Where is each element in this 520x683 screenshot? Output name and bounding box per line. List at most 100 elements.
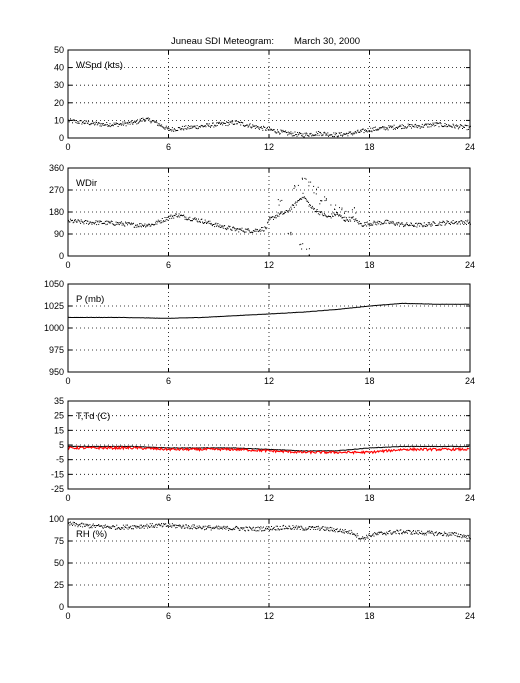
data-point: [173, 214, 175, 216]
data-point: [319, 203, 321, 205]
data-point: [254, 127, 256, 129]
data-point: [202, 125, 203, 127]
data-point: [143, 224, 145, 226]
data-point: [444, 224, 446, 226]
data-point: [189, 216, 191, 218]
data-point: [245, 526, 247, 528]
data-point: [236, 123, 238, 125]
data-point: [76, 221, 78, 223]
data-point: [174, 129, 176, 131]
data-point: [251, 126, 253, 128]
data-point: [395, 531, 396, 533]
data-point: [332, 135, 333, 137]
data-point: [103, 223, 105, 224]
data-point: [296, 201, 298, 203]
data-point: [237, 228, 239, 230]
data-point: [131, 528, 133, 530]
data-point: [172, 525, 174, 527]
data-point: [129, 223, 131, 225]
data-point: [458, 221, 460, 223]
data-point: [458, 127, 460, 129]
data-point: [166, 525, 168, 527]
y-tick-label: 180: [49, 207, 64, 217]
data-point: [81, 522, 83, 524]
data-point: [184, 218, 186, 220]
data-point: [346, 531, 348, 532]
data-point: [222, 528, 224, 530]
data-point: [144, 223, 146, 225]
data-point: [246, 526, 248, 528]
data-point: [147, 525, 149, 527]
data-point: [361, 225, 363, 227]
data-point: [281, 130, 283, 132]
data-point: [104, 526, 106, 528]
data-point: [215, 527, 217, 529]
data-point: [185, 218, 187, 220]
data-point: [167, 128, 169, 130]
data-point: [136, 527, 138, 529]
data-point: [118, 224, 120, 226]
data-point: [415, 530, 417, 532]
data-point: [340, 215, 342, 217]
data-point: [382, 533, 384, 535]
data-point: [192, 126, 193, 128]
data-point: [117, 223, 119, 225]
data-point: [156, 526, 158, 528]
data-point: [77, 526, 79, 528]
data-point: [296, 135, 298, 137]
data-point: [185, 524, 187, 526]
data-point: [205, 126, 207, 128]
data-point: [141, 526, 143, 528]
data-point: [396, 529, 398, 531]
data-point: [308, 181, 310, 183]
x-tick-label: 24: [465, 142, 475, 152]
data-point: [263, 125, 264, 127]
data-point: [468, 535, 469, 537]
data-point: [225, 228, 227, 230]
data-point: [374, 130, 376, 131]
data-point: [314, 134, 316, 136]
data-point: [77, 219, 79, 221]
data-point: [185, 524, 187, 526]
data-point: [339, 132, 341, 134]
data-point: [270, 129, 272, 131]
data-point: [204, 125, 205, 127]
data-point: [173, 524, 175, 526]
data-point: [267, 528, 269, 530]
data-point: [301, 135, 303, 137]
data-point: [198, 527, 199, 529]
data-point: [375, 129, 377, 131]
data-point: [185, 216, 187, 218]
data-point: [267, 126, 268, 128]
data-point: [344, 220, 345, 221]
data-point: [398, 221, 400, 223]
data-point: [345, 133, 347, 135]
data-point: [406, 222, 408, 224]
data-point: [468, 222, 469, 224]
data-point: [468, 222, 470, 224]
data-point: [256, 229, 258, 231]
data-point: [250, 231, 252, 233]
data-point: [135, 121, 137, 122]
data-point: [271, 526, 272, 527]
data-point: [154, 224, 156, 225]
data-point: [264, 529, 266, 531]
data-point: [350, 533, 352, 535]
data-point: [339, 529, 341, 531]
data-point: [156, 223, 158, 225]
data-point: [456, 223, 458, 225]
data-point: [407, 123, 409, 125]
data-point: [397, 224, 398, 226]
data-point: [417, 533, 419, 535]
data-point: [300, 198, 302, 200]
data-point: [387, 220, 389, 222]
x-tick-label: 18: [364, 376, 374, 386]
data-point: [267, 221, 269, 223]
data-point: [248, 229, 250, 231]
data-point: [403, 531, 405, 533]
data-point: [423, 534, 425, 536]
data-point: [416, 532, 418, 534]
data-point: [152, 224, 154, 225]
data-point: [442, 126, 444, 128]
data-point: [346, 217, 347, 219]
